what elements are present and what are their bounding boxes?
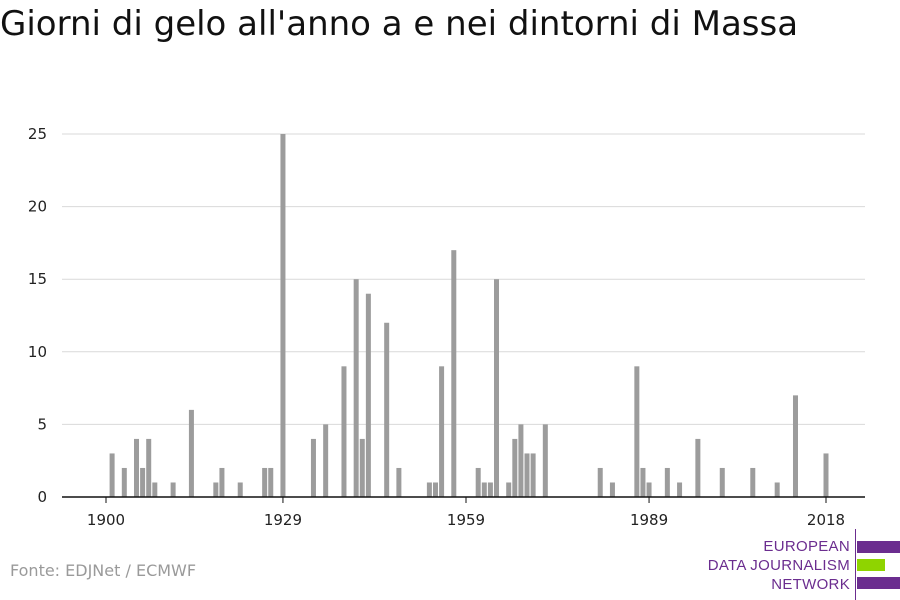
logo-bar-purple-bottom	[857, 577, 900, 589]
bar-1989	[646, 482, 652, 497]
edjnet-logo[interactable]: EUROPEAN DATA JOURNALISM NETWORK	[700, 529, 900, 600]
chart-title: Giorni di gelo all'anno a e nei dintorni…	[0, 4, 799, 44]
bar-1927	[268, 467, 274, 497]
logo-divider	[855, 529, 856, 600]
y-tick-label-25: 25	[28, 125, 47, 143]
bar-1939	[341, 366, 347, 497]
x-tick-label-1989: 1989	[630, 511, 668, 529]
bar-1961	[475, 467, 481, 497]
bar-1946	[384, 322, 390, 497]
logo-bar-green	[857, 559, 885, 571]
y-tick-label-20: 20	[28, 198, 47, 216]
bar-1970	[530, 453, 536, 497]
x-tick-label-2018: 2018	[807, 511, 845, 529]
bar-1994	[677, 482, 683, 497]
bar-1926	[262, 467, 268, 497]
bar-2013	[792, 395, 798, 497]
bar-1954	[432, 482, 438, 497]
bar-1987	[634, 366, 640, 497]
bar-1936	[323, 424, 329, 497]
logo-text-line1: EUROPEAN	[763, 538, 850, 555]
bar-1941	[353, 279, 359, 497]
bar-2010	[774, 482, 780, 497]
bar-1907	[146, 438, 152, 497]
bar-1903	[121, 467, 127, 497]
bar-1905	[134, 438, 140, 497]
bar-1992	[664, 467, 670, 497]
bar-1942	[359, 438, 365, 497]
logo-text-line2: DATA JOURNALISM	[707, 557, 850, 574]
bar-1934	[310, 438, 316, 497]
bar-1968	[518, 424, 524, 497]
x-tick-label-1929: 1929	[264, 511, 302, 529]
bar-1962	[481, 482, 487, 497]
bar-1948	[396, 467, 402, 497]
bar-1969	[524, 453, 530, 497]
bar-1953	[426, 482, 432, 497]
x-tick-label-1959: 1959	[447, 511, 485, 529]
bar-1919	[219, 467, 225, 497]
bar-1901	[109, 453, 115, 497]
bar-1997	[695, 438, 701, 497]
bar-1981	[597, 467, 603, 497]
y-tick-label-15: 15	[28, 270, 47, 288]
bar-1967	[512, 438, 518, 497]
bar-1964	[494, 279, 500, 497]
bar-1943	[365, 293, 371, 497]
bar-1908	[152, 482, 158, 497]
bar-1918	[213, 482, 219, 497]
bar-2006	[750, 467, 756, 497]
gridlines	[62, 133, 865, 425]
bar-2018	[823, 453, 829, 497]
x-tick-label-1900: 1900	[87, 511, 125, 529]
y-tick-label-0: 0	[37, 488, 47, 506]
logo-text-line3: NETWORK	[771, 576, 850, 593]
bar-1955	[439, 366, 445, 497]
source-note: Fonte: EDJNet / ECMWF	[10, 561, 197, 580]
bar-1929	[280, 134, 286, 497]
bar-1983	[609, 482, 615, 497]
bar-1914	[188, 409, 194, 497]
y-tick-label-10: 10	[28, 343, 47, 361]
x-axis	[62, 496, 865, 503]
bar-chart: 0 5 10 15 20 25 1900 1929 1959 1989 2018	[28, 125, 865, 529]
bar-2001	[719, 467, 725, 497]
bar-1911	[170, 482, 176, 497]
logo-bar-purple-top	[857, 541, 900, 553]
bar-1988	[640, 467, 646, 497]
y-axis-tick-labels: 0 5 10 15 20 25	[28, 125, 47, 506]
bar-1966	[506, 482, 512, 497]
bar-1957	[451, 250, 457, 497]
bar-1972	[542, 424, 548, 497]
bar-1922	[237, 482, 243, 497]
bar-1963	[487, 482, 493, 497]
bars	[109, 134, 829, 497]
y-tick-label-5: 5	[37, 415, 47, 433]
x-axis-tick-labels: 1900 1929 1959 1989 2018	[87, 511, 845, 529]
bar-1906	[140, 467, 146, 497]
